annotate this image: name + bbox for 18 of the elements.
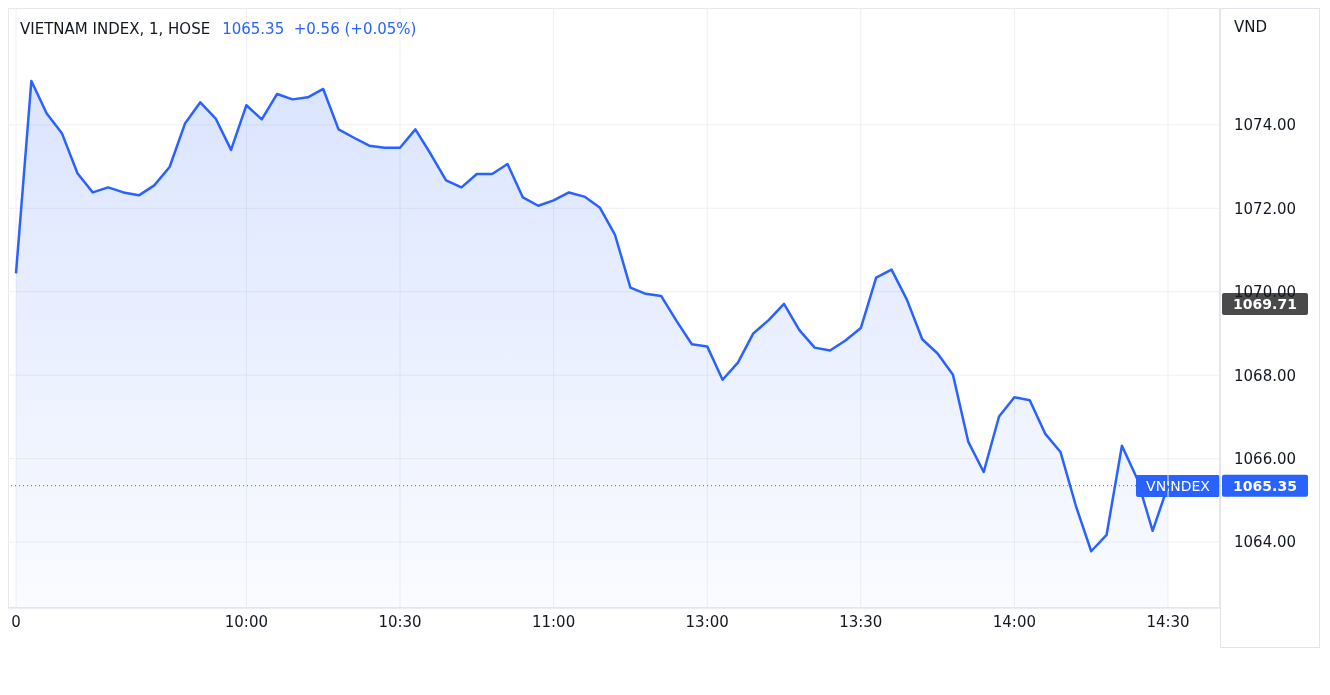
x-tick-label: 14:30 [1146, 612, 1190, 631]
x-tick-label: 13:00 [685, 612, 729, 631]
text: 1065.35 +0.56 (+0.05%) [222, 20, 417, 38]
x-tick-label: 14:00 [992, 612, 1037, 631]
x-tick-label: 11:00 [531, 612, 576, 631]
text: VIETNAM INDEX, 1, HOSE [20, 20, 211, 38]
y-tick-label: 1074.00 [1234, 116, 1297, 135]
y-tick-label: 1072.00 [1234, 199, 1297, 218]
y-axis-title: VND [1234, 18, 1268, 36]
y-tick-label: 1064.00 [1234, 533, 1297, 552]
ref-line-label: 1065.35 [1233, 477, 1297, 494]
x-tick-label: 0 [11, 612, 21, 631]
x-tick-label: 13:30 [839, 612, 883, 631]
annotation: VNINDEX [1136, 474, 1220, 497]
x-tick-label: 10:30 [378, 612, 422, 631]
y-tick-label: 1068.00 [1234, 366, 1297, 385]
y-tick-label: 1066.00 [1234, 449, 1297, 468]
x-tick-label: 10:00 [224, 612, 269, 631]
